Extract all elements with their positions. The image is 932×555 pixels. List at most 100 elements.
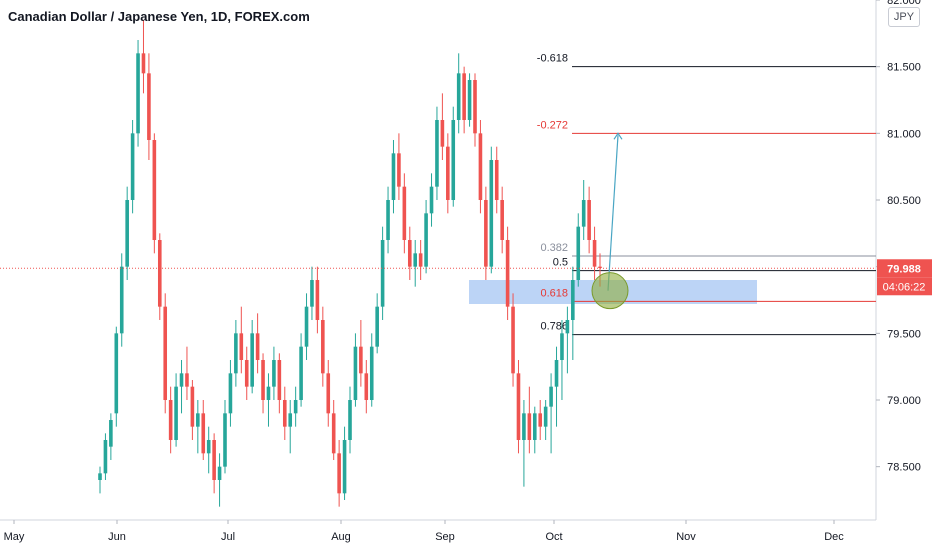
candle-body bbox=[234, 333, 238, 374]
x-tick-label: Nov bbox=[676, 531, 696, 543]
price-tag-bg bbox=[877, 259, 932, 278]
candle-body bbox=[168, 400, 173, 440]
candle-body bbox=[484, 200, 488, 267]
candle-body bbox=[272, 360, 276, 387]
candle-body bbox=[244, 360, 249, 387]
candle-body bbox=[473, 80, 477, 134]
candle-body bbox=[456, 73, 461, 120]
candle-body bbox=[293, 400, 298, 414]
candle-body bbox=[505, 240, 510, 307]
candle-body bbox=[489, 160, 494, 267]
x-tick-label: Jul bbox=[221, 531, 235, 543]
candle-body bbox=[179, 373, 184, 387]
candle-body bbox=[185, 373, 189, 387]
candle-body bbox=[522, 413, 526, 440]
candle-body bbox=[407, 240, 412, 267]
candle-body bbox=[478, 133, 483, 200]
candle-body bbox=[326, 373, 331, 414]
fib-level-label: 0.382 bbox=[540, 242, 568, 254]
candle-body bbox=[435, 120, 439, 187]
y-tick-label: 79.500 bbox=[887, 328, 921, 340]
candle-body bbox=[397, 153, 401, 187]
candle-body bbox=[571, 280, 575, 320]
candle-body bbox=[587, 200, 591, 240]
candle-body bbox=[310, 280, 314, 307]
candle-body bbox=[152, 140, 157, 240]
candle-body bbox=[98, 473, 102, 480]
candle-body bbox=[157, 240, 162, 307]
x-tick-label: May bbox=[4, 531, 25, 543]
x-tick-label: Aug bbox=[331, 531, 351, 543]
candle-body bbox=[277, 360, 282, 400]
candle-body bbox=[440, 120, 445, 147]
candle-body bbox=[130, 133, 135, 200]
fib-level-label: -0.618 bbox=[537, 53, 568, 65]
candle-body bbox=[560, 333, 564, 360]
candle-body bbox=[288, 413, 293, 427]
y-tick-label: 78.500 bbox=[887, 462, 921, 474]
candle-body bbox=[109, 420, 113, 447]
candle-body bbox=[554, 360, 559, 387]
candle-body bbox=[206, 440, 211, 454]
candle-body bbox=[282, 400, 287, 427]
y-tick-label: 81.500 bbox=[887, 62, 921, 74]
candle-body bbox=[255, 333, 260, 360]
candle-body bbox=[386, 200, 390, 240]
candle-body bbox=[402, 186, 407, 240]
candle-body bbox=[549, 386, 553, 407]
candle-body bbox=[114, 333, 119, 414]
candle-body bbox=[250, 333, 254, 387]
projection-arrow-head bbox=[613, 132, 623, 140]
candle-body bbox=[228, 373, 233, 414]
candle-body bbox=[538, 413, 543, 427]
chart-title: Canadian Dollar / Japanese Yen, 1D, FORE… bbox=[8, 9, 310, 24]
candle-body bbox=[576, 226, 581, 280]
candle-body bbox=[136, 53, 140, 134]
candle-body bbox=[375, 306, 379, 347]
candle-body bbox=[359, 346, 363, 374]
candle-body bbox=[348, 400, 352, 440]
currency-badge[interactable]: JPY bbox=[888, 7, 920, 27]
fib-level-label: 0.786 bbox=[540, 321, 568, 333]
candle-body bbox=[239, 333, 244, 360]
candle-body bbox=[369, 346, 374, 400]
candle-body bbox=[380, 240, 385, 307]
candle-body bbox=[163, 306, 168, 400]
fib-level-label: -0.272 bbox=[537, 119, 568, 131]
candle-body bbox=[337, 453, 341, 494]
candle-body bbox=[212, 440, 216, 480]
candle-body bbox=[331, 413, 336, 454]
candle-body bbox=[500, 200, 504, 240]
candle-body bbox=[321, 320, 325, 374]
y-tick-label: 79.000 bbox=[887, 395, 921, 407]
candle-body bbox=[201, 413, 206, 454]
candle-body bbox=[527, 413, 532, 440]
price-tag-value: 79.988 bbox=[887, 263, 921, 275]
candle-body bbox=[462, 73, 466, 120]
candle-body bbox=[511, 306, 515, 374]
x-tick-label: Oct bbox=[545, 531, 562, 543]
candle-body bbox=[592, 240, 597, 267]
candle-body bbox=[451, 120, 456, 200]
candle-body bbox=[125, 200, 129, 267]
candle-body bbox=[543, 406, 548, 427]
candle-body bbox=[581, 200, 586, 227]
candle-body bbox=[413, 253, 418, 267]
candle-body bbox=[364, 373, 369, 400]
candle-body bbox=[174, 386, 178, 440]
candle-body bbox=[446, 146, 450, 200]
candle-body bbox=[565, 320, 570, 334]
candle-body bbox=[103, 440, 108, 474]
x-tick-label: Dec bbox=[824, 531, 844, 543]
candle-body bbox=[494, 160, 499, 200]
fib-level-label: 0.618 bbox=[540, 287, 568, 299]
candle-body bbox=[424, 213, 428, 267]
candle-body bbox=[217, 466, 222, 480]
countdown-tag-value: 04:06:22 bbox=[883, 281, 926, 293]
candle-body bbox=[119, 266, 124, 334]
y-tick-label: 82.000 bbox=[887, 0, 921, 7]
projection-arrow-line bbox=[607, 135, 619, 291]
x-tick-label: Jun bbox=[108, 531, 126, 543]
